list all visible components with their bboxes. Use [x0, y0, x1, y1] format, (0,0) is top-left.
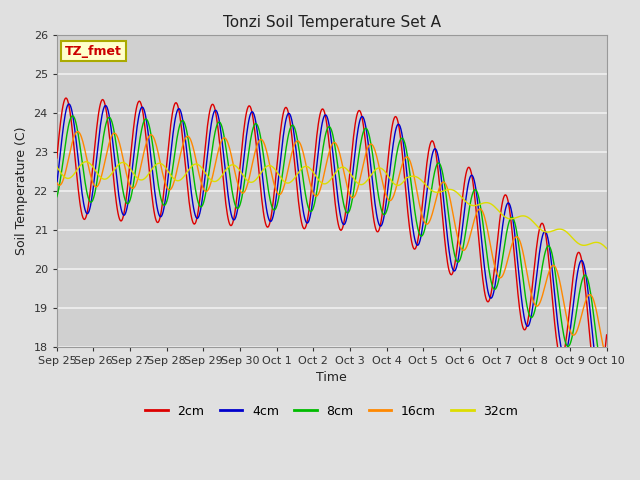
Text: TZ_fmet: TZ_fmet: [65, 45, 122, 58]
Legend: 2cm, 4cm, 8cm, 16cm, 32cm: 2cm, 4cm, 8cm, 16cm, 32cm: [140, 400, 524, 423]
X-axis label: Time: Time: [316, 372, 347, 384]
Title: Tonzi Soil Temperature Set A: Tonzi Soil Temperature Set A: [223, 15, 441, 30]
Y-axis label: Soil Temperature (C): Soil Temperature (C): [15, 127, 28, 255]
